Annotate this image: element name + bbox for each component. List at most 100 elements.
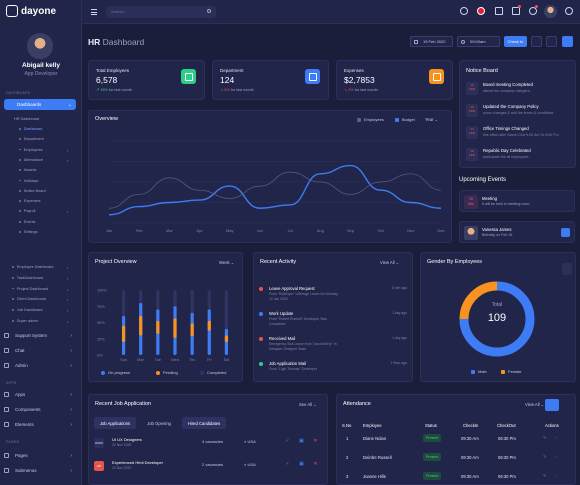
edit-icon[interactable]: ✎ (543, 454, 547, 459)
sidebar-subitem[interactable]: Job Dashboard › (12, 308, 68, 313)
edit-icon[interactable]: ✎ (543, 435, 547, 440)
approve-icon[interactable]: ✓ (285, 438, 290, 444)
sidebar-item[interactable]: Apps › (4, 392, 76, 398)
sidebar-subitem[interactable]: Expenses (19, 199, 40, 203)
legend-budget[interactable]: Budget (395, 117, 415, 122)
sidebar-subitem[interactable]: Events (19, 220, 35, 224)
legend-employees[interactable]: Employees (357, 117, 384, 122)
scroll-icon[interactable] (562, 263, 572, 275)
sidebar-item[interactable]: Elements › (4, 422, 76, 428)
sidebar-subitem[interactable]: Employee Dashboard › (12, 265, 68, 270)
calendar-icon[interactable]: ▣ (299, 461, 304, 467)
sidebar-item-dashboards[interactable]: Dashboards ⌄ (4, 99, 76, 110)
check-in-button[interactable]: Check In (504, 36, 527, 47)
recent-jobs-title: Recent Job Application (95, 401, 151, 407)
tab-hired-candidates[interactable]: Hired Candidates (182, 417, 226, 429)
sidebar-subitem[interactable]: Super admin › (12, 319, 68, 324)
subitem-label: Super admin (16, 319, 39, 323)
search-icon[interactable] (207, 9, 211, 13)
tab-job-opening[interactable]: Job Opening (147, 420, 171, 426)
event-meeting[interactable]: 25 Mar Meeting It will be held in meeting… (459, 190, 575, 212)
legend-on-progress[interactable]: On progress (101, 370, 130, 375)
phone-action-icon[interactable] (546, 36, 557, 47)
event-birthday[interactable]: Vanessa James Birthday on Feb 16 (459, 221, 575, 243)
table-row[interactable]: UI/UX UI UX Designers 22 Nov 2020 4 vacanci… (90, 432, 325, 454)
activity-desc: From "RuthDyer" UiDesign Leave On Monday… (269, 292, 338, 301)
sidebar-item[interactable]: Pages › (4, 453, 76, 459)
chat-icon[interactable]: ◌ (555, 435, 558, 440)
sidebar-subitem[interactable]: Client Dashboard › (12, 297, 68, 302)
info-action-icon[interactable] (562, 36, 573, 47)
subitem-label: Settings (23, 230, 38, 234)
gear-icon[interactable] (565, 7, 573, 15)
legend-male[interactable]: Male (471, 369, 487, 374)
sidebar-subitem[interactable]: Payroll › (19, 209, 68, 214)
sidebar-item[interactable]: Admin › (4, 363, 76, 369)
sidebar-subitem[interactable]: Settings (19, 230, 38, 234)
mail-icon[interactable] (512, 7, 520, 15)
recent-activity-card: Recent Activity View All ⌄ (253, 252, 413, 382)
sidebar-subitem[interactable]: Department (19, 137, 44, 141)
chat-icon[interactable]: ◌ (555, 473, 558, 478)
sidebar: dayone Abigail kelly App Developer DASHB… (0, 0, 82, 485)
menu-item-icon (4, 407, 9, 412)
avatar[interactable] (27, 33, 53, 59)
view-all-dropdown[interactable]: View All ⌄ (525, 402, 545, 407)
sidebar-subitem[interactable]: Project Dashboard › (12, 287, 68, 292)
more-button[interactable] (545, 399, 559, 411)
notice-item[interactable]: 17 FEB Office Timings Changed this effect a… (466, 126, 574, 146)
menu-item-icon (4, 363, 9, 368)
week-dropdown[interactable]: Week ⌄ (219, 260, 235, 265)
sidebar-subitem[interactable]: Awards (19, 168, 36, 172)
bar-pending (190, 323, 194, 337)
bell-icon[interactable] (529, 7, 537, 15)
sidebar-item-hr-dashboard[interactable]: HR Dashboard (14, 117, 40, 121)
chevron-down-icon: ⌄ (67, 101, 72, 108)
sidebar-subitem[interactable]: TaskDashboard › (12, 276, 68, 281)
sidebar-subitem[interactable]: Notice Board (19, 189, 46, 193)
flag-icon[interactable] (477, 7, 485, 15)
sidebar-subitem[interactable]: Holidays (19, 179, 38, 183)
menu-icon[interactable] (91, 9, 97, 15)
profile-avatar[interactable] (544, 5, 557, 18)
checkout-time: 06:30 Pm (498, 455, 516, 460)
mail-action-icon[interactable] (531, 36, 542, 47)
search-input[interactable]: Search... (106, 6, 216, 18)
legend-completed[interactable]: Completed (200, 370, 226, 375)
calendar-icon[interactable]: ▣ (299, 438, 304, 444)
brand-logo[interactable]: dayone (6, 5, 56, 17)
edit-icon[interactable]: ✎ (543, 473, 547, 478)
notice-item[interactable]: 15 FEB Board meeting Completed attend the c… (466, 82, 574, 102)
notice-item[interactable]: 18 FEB Republic Day Celebrated participate … (466, 148, 574, 168)
view-all-dropdown[interactable]: View All ⌄ (380, 260, 400, 265)
brightness-icon[interactable] (460, 7, 468, 15)
notice-desc: attend the company mangers... (483, 89, 533, 93)
legend-female[interactable]: Female (501, 369, 521, 374)
notice-item[interactable]: 16 FEB Updated the Company Policy some chan… (466, 104, 574, 124)
see-all-dropdown[interactable]: See All ⌄ (299, 402, 317, 407)
time-picker[interactable]: 09:00am (457, 36, 500, 47)
close-icon[interactable]: ✕ (313, 461, 318, 467)
legend-pending[interactable]: Pending (156, 370, 178, 375)
chat-icon[interactable]: ◌ (555, 454, 558, 459)
message-icon[interactable] (561, 228, 570, 237)
notice-date: 17 FEB (466, 126, 478, 139)
year-dropdown[interactable]: Year ⌄ (425, 117, 439, 122)
chevron-right-icon: › (67, 308, 69, 314)
sidebar-subitem[interactable]: Dashboard (19, 127, 42, 131)
bullet-icon (12, 320, 14, 322)
sidebar-item[interactable]: Support System › (4, 333, 76, 339)
fullscreen-icon[interactable] (495, 7, 503, 15)
sidebar-item[interactable]: Components › (4, 407, 76, 413)
sidebar-subitem[interactable]: Employees › (19, 148, 68, 153)
date-picker[interactable]: 19 Feb 2020 (410, 36, 453, 47)
sidebar-item[interactable]: Submenus › (4, 468, 76, 474)
close-icon[interactable]: ✕ (313, 438, 318, 444)
approve-icon[interactable]: ✓ (285, 461, 290, 467)
job-date: 22 Nov 2020 (112, 443, 132, 447)
table-row[interactable]: H5 Experienced Html Developer 24 Nov 2020 2… (90, 455, 325, 477)
sidebar-subitem[interactable]: Attendance › (19, 158, 68, 163)
sidebar-item[interactable]: Chat › (4, 348, 76, 354)
notice-desc: this effect after March 01st 9:00 Am To … (483, 133, 559, 137)
tab-job-applications[interactable]: Job Applications (94, 417, 136, 429)
